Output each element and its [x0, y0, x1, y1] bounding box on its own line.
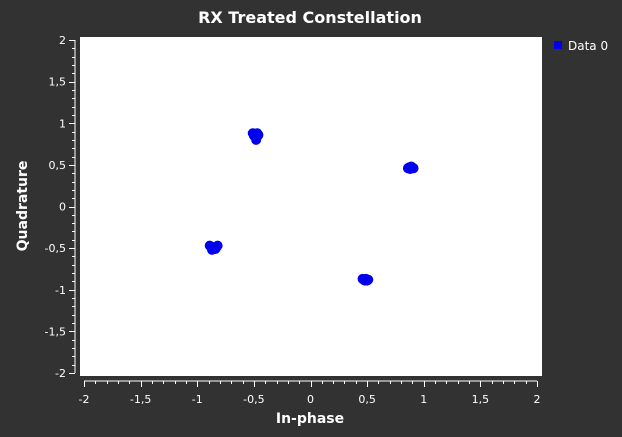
y-axis: 2 1,5 1 0,5 0 -0,5 -1 -1,5 -2 — [45, 34, 76, 380]
y-tick-label: 0 — [59, 201, 66, 214]
x-tick-label: 2 — [534, 393, 541, 406]
y-tick-label: -1,5 — [45, 325, 66, 338]
data-point — [252, 131, 263, 142]
x-tick-label: 1 — [420, 393, 427, 406]
x-axis: -2 -1,5 -1 -0,5 0 0,5 1 1,5 2 — [79, 380, 541, 406]
x-tick-label: -0,5 — [243, 393, 264, 406]
legend-swatch-data-0 — [554, 41, 562, 49]
y-tick-label: 0,5 — [49, 159, 67, 172]
x-tick-label: -1,5 — [130, 393, 151, 406]
y-tick-label: -2 — [55, 367, 66, 380]
legend[interactable]: Data 0 — [554, 39, 608, 53]
x-tick-label: 1,5 — [472, 393, 490, 406]
y-tick-label: -0,5 — [45, 242, 66, 255]
data-point — [402, 163, 413, 174]
x-axis-label: In-phase — [276, 411, 344, 427]
legend-label-data-0: Data 0 — [568, 39, 608, 53]
y-tick-label: 2 — [59, 34, 66, 47]
y-axis-label: Quadrature — [15, 161, 31, 252]
plot-area[interactable] — [80, 37, 542, 376]
x-tick-label: -2 — [79, 393, 90, 406]
y-tick-label: 1,5 — [49, 76, 67, 89]
x-tick-label: 0,5 — [358, 393, 376, 406]
y-tick-label: 1 — [59, 117, 66, 130]
data-points — [204, 128, 419, 286]
y-tick-label: -1 — [55, 284, 66, 297]
chart-title: RX Treated Constellation — [198, 8, 422, 27]
x-tick-label: -1 — [192, 393, 203, 406]
data-point — [357, 273, 368, 284]
data-point — [211, 242, 222, 253]
x-tick-label: 0 — [307, 393, 314, 406]
